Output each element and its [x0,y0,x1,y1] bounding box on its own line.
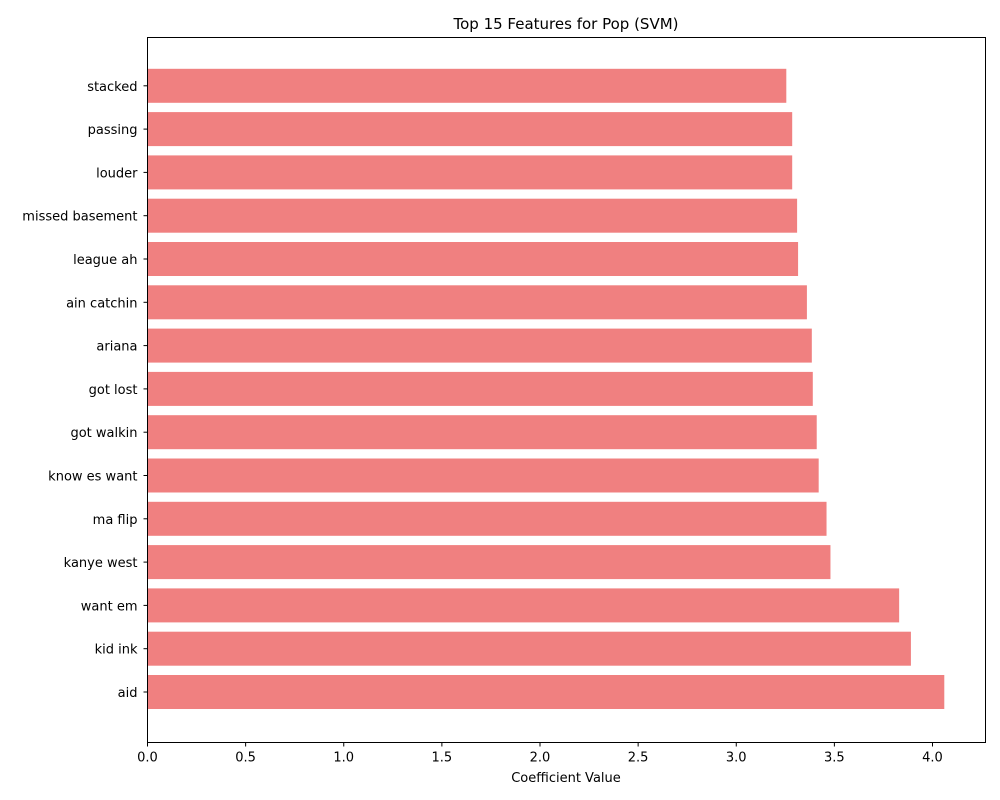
y-tick-label: aid [118,686,138,701]
y-tick-label: got walkin [70,426,137,441]
bar-aid [147,675,945,709]
plot-frame [147,37,986,743]
bar-got-lost [147,371,813,406]
x-axis-label: Coefficient Value [511,771,621,786]
y-tick-label: ariana [96,340,137,355]
y-tick-label: league ah [73,253,137,268]
chart-title: Top 15 Features for Pop (SVM) [453,15,679,33]
bar-passing [147,112,793,147]
y-tick-label: missed basement [22,210,137,225]
bar-louder [147,155,793,190]
x-tick-label: 0.0 [137,751,158,766]
x-tick-label: 2.0 [530,751,551,766]
y-tick-label: got lost [89,383,138,398]
bars-group [147,68,945,709]
x-tick-label: 4.0 [922,751,943,766]
y-tick-label: stacked [87,80,137,95]
bar-ariana [147,328,812,363]
y-tick-label: know es want [48,470,137,485]
x-tick-label: 3.0 [726,751,747,766]
y-tick-label: kanye west [64,556,138,571]
y-tick-label: kid ink [95,643,138,658]
bar-ain-catchin [147,285,807,320]
x-tick-label: 1.0 [333,751,354,766]
bar-ma-flip [147,501,827,536]
bar-missed-basement [147,198,798,233]
x-tick-label: 0.5 [235,751,256,766]
y-tick-label: ma flip [93,513,138,528]
bar-league-ah [147,242,799,276]
y-axis-ticks: aid kid ink want em kanye west ma flip know e… [22,80,148,701]
y-tick-label: louder [96,166,138,181]
y-tick-label: passing [88,123,138,138]
y-tick-label: want em [81,599,138,614]
bar-know-es-want [147,458,819,493]
bar-kanye-west [147,545,831,580]
y-tick-label: ain catchin [66,296,137,311]
bar-want-em [147,588,900,623]
x-tick-label: 2.5 [628,751,649,766]
bar-stacked [147,68,787,103]
x-tick-label: 3.5 [824,751,845,766]
x-axis-ticks: 0.0 0.5 1.0 1.5 2.0 2.5 3.0 3.5 4.0 [137,742,943,766]
bar-kid-ink [147,631,911,666]
bar-got-walkin [147,415,817,450]
x-tick-label: 1.5 [432,751,453,766]
